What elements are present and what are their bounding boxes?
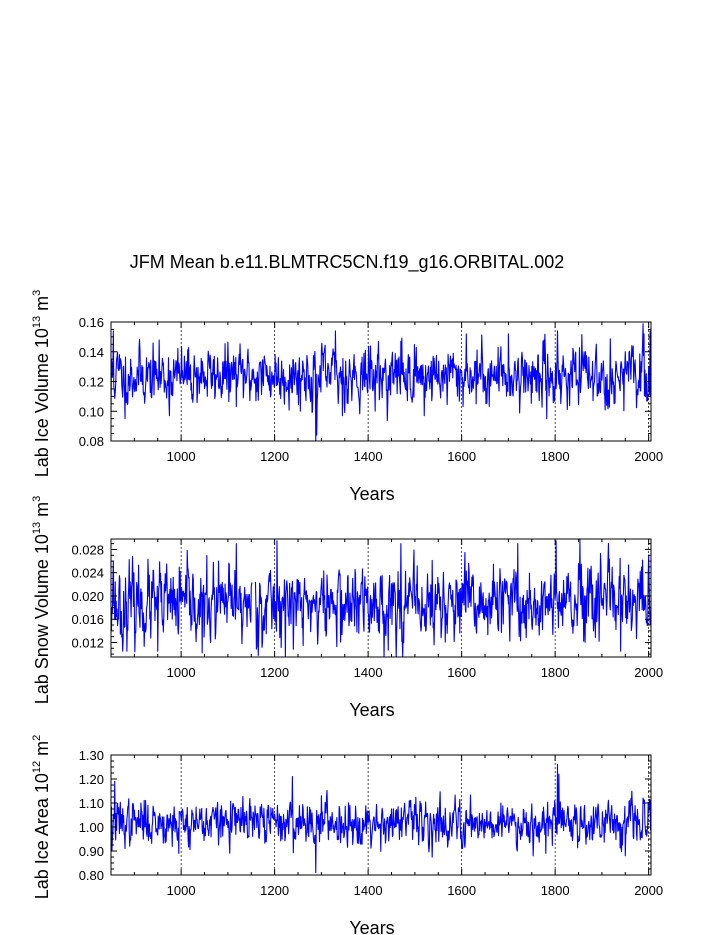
figure-title: JFM Mean b.e11.BLMTRC5CN.f19_g16.ORBITAL… (130, 252, 565, 273)
x-tick-label-1000: 1000 (167, 665, 196, 680)
x-tick-label-1400: 1400 (354, 883, 383, 898)
x-tick-label-1600: 1600 (447, 883, 476, 898)
y-tick-label-1.30: 1.30 (79, 748, 104, 763)
y-tick-label-1.00: 1.00 (79, 820, 104, 835)
y-tick-label-0.020: 0.020 (71, 589, 104, 604)
y-tick-label-0.90: 0.90 (79, 844, 104, 859)
series-line (110, 539, 652, 658)
x-tick-label-1800: 1800 (541, 883, 570, 898)
x-tick-label-1200: 1200 (260, 449, 289, 464)
y-axis-label-exponent: 13 (31, 316, 43, 328)
x-tick-label-1800: 1800 (541, 449, 570, 464)
y-axis-label: Lab Snow Volume 1013 m3 (31, 496, 52, 705)
x-axis-label: Years (349, 484, 394, 504)
y-tick-label-0.016: 0.016 (71, 612, 104, 627)
x-tick-label-1000: 1000 (167, 883, 196, 898)
y-axis-label-exponent: 13 (31, 522, 43, 534)
plot-frame (110, 538, 652, 658)
y-tick-label-1.10: 1.10 (79, 796, 104, 811)
y-axis-label-unit-exponent: 3 (31, 496, 43, 502)
x-tick-label-2000: 2000 (634, 449, 663, 464)
y-axis-label-main: Lab Ice Area 10 (32, 773, 52, 899)
x-tick-label-1800: 1800 (541, 665, 570, 680)
x-tick-label-1400: 1400 (354, 665, 383, 680)
y-axis-label-unit-exponent: 2 (31, 735, 43, 741)
x-tick-label-1200: 1200 (260, 665, 289, 680)
x-tick-label-1200: 1200 (260, 883, 289, 898)
y-tick-label-0.024: 0.024 (71, 566, 104, 581)
y-tick-label-0.10: 0.10 (79, 404, 104, 419)
y-axis-label-main: Lab Snow Volume 10 (32, 534, 52, 704)
x-tick-label-1400: 1400 (354, 449, 383, 464)
y-tick-label-1.20: 1.20 (79, 772, 104, 787)
y-axis-label: Lab Ice Volume 1013 m3 (31, 290, 52, 477)
x-tick-label-1600: 1600 (447, 665, 476, 680)
y-axis-label: Lab Ice Area 1012 m2 (31, 735, 52, 899)
panel-ice-area: 1000 1200 1400 1600 1800 2000 0.80 0.90 1.00 1.10… (31, 735, 663, 935)
y-tick-label-0.08: 0.08 (79, 434, 104, 449)
y-axis-label-unit: m (32, 296, 52, 316)
y-tick-label-0.14: 0.14 (79, 345, 104, 360)
x-tick-label-2000: 2000 (634, 883, 663, 898)
y-axis-label-main: Lab Ice Volume 10 (32, 328, 52, 477)
x-axis-label: Years (349, 700, 394, 720)
y-tick-label-0.16: 0.16 (79, 315, 104, 330)
panel-ice-volume: 1000 1200 1400 1600 1800 2000 0.08 0.10 0.12 0.14… (31, 290, 663, 504)
y-tick-label-0.12: 0.12 (79, 375, 104, 390)
x-axis-label: Years (349, 918, 394, 935)
y-tick-label-0.012: 0.012 (71, 635, 104, 650)
x-tick-label-1600: 1600 (447, 449, 476, 464)
y-axis-label-unit: m (32, 741, 52, 761)
y-axis-label-unit: m (32, 502, 52, 522)
y-axis-label-unit-exponent: 3 (31, 290, 43, 296)
y-tick-label-0.028: 0.028 (71, 542, 104, 557)
panel-snow-volume: 1000 1200 1400 1600 1800 2000 0.012 0.016 0.020 0… (31, 496, 663, 720)
x-tick-label-1000: 1000 (167, 449, 196, 464)
panels: 1000 1200 1400 1600 1800 2000 0.08 0.10 0.12 0.14… (31, 290, 663, 935)
series-line (110, 323, 652, 442)
y-tick-label-0.80: 0.80 (79, 868, 104, 883)
y-axis-label-exponent: 12 (31, 761, 43, 773)
x-tick-label-2000: 2000 (634, 665, 663, 680)
series-line (110, 764, 652, 874)
